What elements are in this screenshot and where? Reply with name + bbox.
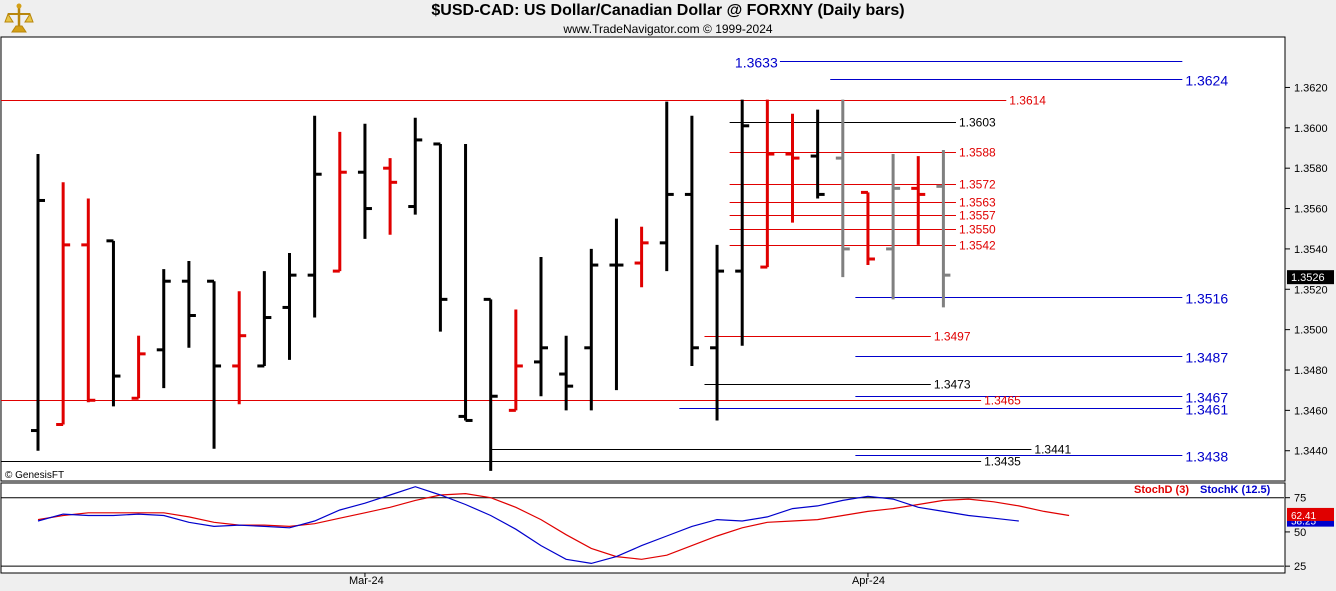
level-label: 1.3633 [735, 55, 778, 71]
ohlc-bar [181, 261, 196, 348]
ohlc-bar [332, 131, 347, 273]
ohlc-bar [483, 297, 498, 471]
price-tick-label: 1.3600 [1294, 123, 1328, 135]
level-label: 1.3563 [959, 196, 996, 210]
ohlc-bar [860, 190, 875, 266]
ohlc-bar [131, 335, 146, 400]
ohlc-bar [835, 99, 850, 278]
ohlc-bar [31, 154, 45, 451]
ohlc-bar [207, 279, 222, 449]
copyright-label: © GenesisFT [5, 470, 64, 481]
ohlc-bar [810, 109, 825, 199]
level-label: 1.3438 [1185, 449, 1228, 465]
ohlc-bar [936, 150, 951, 308]
legend-stoch-d: StochD (3) [1134, 484, 1189, 496]
stoch-series-line [37, 492, 1070, 560]
ohlc-bar [307, 115, 322, 318]
ohlc-bar [282, 252, 297, 360]
level-label: 1.3516 [1185, 291, 1228, 307]
ohlc-bar [760, 99, 775, 269]
price-tick-label: 1.3620 [1294, 82, 1328, 94]
ohlc-bar [156, 269, 171, 389]
price-tick-label: 1.3440 [1294, 446, 1328, 458]
price-tick-label: 1.3580 [1294, 163, 1328, 175]
stoch-d-value-label: 62.41 [1291, 511, 1316, 522]
ohlc-bar [659, 101, 674, 272]
chart-subtitle: www.TradeNavigator.com © 1999-2024 [563, 22, 773, 36]
ohlc-bar [106, 239, 121, 407]
date-tick-label: Apr-24 [852, 575, 885, 587]
level-label: 1.3461 [1185, 402, 1228, 418]
ohlc-bar [534, 256, 548, 397]
ohlc-bar [785, 113, 800, 223]
ohlc-bar [735, 99, 750, 346]
level-label: 1.3624 [1185, 73, 1228, 89]
price-tick-label: 1.3540 [1294, 244, 1328, 256]
last-price-marker [1287, 270, 1334, 285]
level-label: 1.3550 [959, 223, 996, 237]
ohlc-bar [559, 335, 574, 411]
stoch-tick-label: 50 [1294, 527, 1306, 539]
ohlc-bar [911, 156, 926, 245]
ohlc-bar [508, 309, 523, 412]
ohlc-bar [408, 117, 423, 215]
ohlc-bar [458, 143, 473, 422]
ohlc-bar [634, 226, 649, 288]
stoch-series-line [37, 486, 1019, 565]
trade-navigator-logo-icon [4, 3, 34, 33]
level-label: 1.3542 [959, 239, 996, 253]
ohlc-bar [257, 271, 272, 368]
level-label: 1.3497 [934, 330, 971, 344]
ohlc-bar [886, 154, 901, 300]
ohlc-bar [56, 182, 71, 426]
ohlc-bar [383, 158, 398, 235]
level-label: 1.3572 [959, 178, 996, 192]
ohlc-bar [710, 244, 725, 421]
level-label: 1.3467 [1185, 390, 1228, 406]
bars-layer [31, 99, 951, 471]
level-label: 1.3473 [934, 378, 971, 392]
ohlc-bar [584, 248, 599, 411]
date-axis: Mar-24 Apr-24 [349, 573, 885, 587]
level-label: 1.3603 [959, 116, 996, 130]
level-label: 1.3614 [1009, 94, 1046, 108]
ohlc-bar [357, 123, 372, 239]
level-label: 1.3441 [1034, 443, 1071, 457]
level-label: 1.3557 [959, 209, 996, 223]
ohlc-bar [684, 115, 699, 366]
level-label: 1.3435 [984, 455, 1021, 469]
price-tick-label: 1.3560 [1294, 204, 1328, 216]
legend-stoch-k: StochK (12.5) [1200, 484, 1271, 496]
price-tick-label: 1.3460 [1294, 405, 1328, 417]
date-tick-label: Mar-24 [349, 575, 384, 587]
price-tick-label: 1.3480 [1294, 365, 1328, 377]
ohlc-bar [433, 142, 448, 332]
price-tick-label: 1.3500 [1294, 325, 1328, 337]
price-tick-label: 1.3520 [1294, 284, 1328, 296]
ohlc-bar [81, 198, 96, 403]
stoch-tick-label: 75 [1294, 493, 1306, 505]
last-price-label: 1.3526 [1291, 272, 1325, 284]
ohlc-bar [232, 291, 247, 405]
chart-title: $USD-CAD: US Dollar/Canadian Dollar @ FO… [431, 2, 905, 19]
ohlc-bar [609, 218, 624, 391]
stoch-d-value-marker [1287, 507, 1334, 521]
price-axis: 1.36201.36001.35801.35601.35401.35201.35… [1285, 82, 1334, 458]
stoch-tick-label: 25 [1294, 561, 1306, 573]
level-label: 1.3465 [984, 394, 1021, 408]
stoch-k-value-label: 58.25 [1291, 517, 1316, 528]
level-label: 1.3487 [1185, 350, 1228, 366]
level-label: 1.3588 [959, 146, 996, 160]
